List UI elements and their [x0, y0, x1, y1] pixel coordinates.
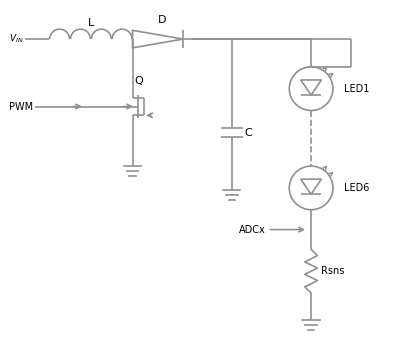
- Text: C: C: [244, 128, 252, 138]
- Text: $V_{IN}$: $V_{IN}$: [9, 33, 24, 46]
- Text: Q: Q: [134, 76, 143, 86]
- Text: PWM: PWM: [9, 102, 33, 112]
- Text: Rsns: Rsns: [321, 266, 344, 276]
- Text: L: L: [88, 18, 94, 28]
- Text: LED1: LED1: [344, 84, 370, 94]
- Text: LED6: LED6: [344, 183, 370, 193]
- Text: ADCx: ADCx: [239, 225, 266, 235]
- Text: D: D: [158, 15, 166, 25]
